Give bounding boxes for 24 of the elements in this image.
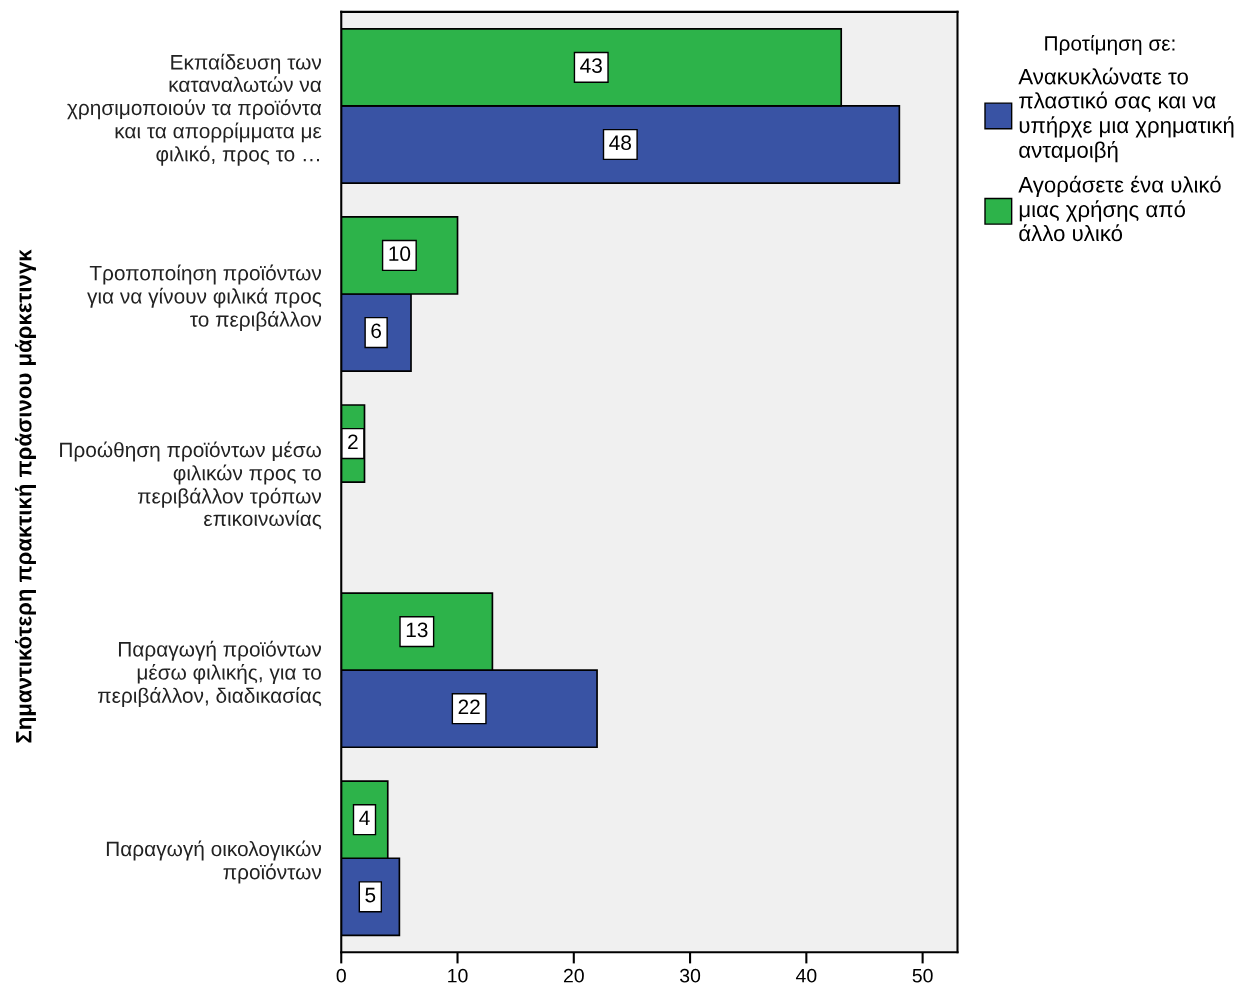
- data-label: 5: [365, 887, 376, 903]
- x-tick-label: 30: [680, 968, 701, 983]
- data-label: 22: [458, 699, 480, 715]
- legend-label: Αγοράσετε ένα υλικό μιας χρήσης από άλλο υλικό: [1018, 175, 1221, 242]
- data-label: 6: [371, 323, 382, 339]
- y-tick-label: Παραγωγή προϊόντων μέσω φιλικής, για το περιβάλλον, διαδικασίας: [98, 640, 322, 708]
- data-label: 2: [348, 434, 358, 449]
- data-label: 48: [609, 135, 631, 151]
- legend-title: Προτίμηση σε:: [1045, 34, 1175, 55]
- x-tick-label: 0: [336, 968, 346, 983]
- y-tick-label: Προώθηση προϊόντων μέσω φιλικών προς το περιβάλλον τρόπων επικοινωνίας: [60, 441, 322, 530]
- x-tick-label: 10: [448, 968, 468, 983]
- data-label: 43: [580, 58, 602, 73]
- y-tick-label: Εκπαίδευση των καταναλωτών να χρησιμοποιούν τα προϊόντα και τα απορρίμματα με φιλικό, προς το …: [67, 53, 322, 166]
- data-label: 13: [406, 622, 428, 638]
- data-label: 4: [359, 810, 370, 826]
- y-axis-title: Σημαντικότερη πρακτική πράσινου μάρκετινγκ: [15, 249, 36, 743]
- y-tick-label: Παραγωγή οικολογικών προϊόντων: [106, 840, 322, 884]
- data-label: 10: [389, 246, 411, 262]
- y-tick-label: Τροποποίηση προϊόντων για να γίνουν φιλικά προς το περιβάλλον: [87, 264, 322, 331]
- x-tick-label: 40: [795, 968, 817, 983]
- legend-label: Ανακυκλώνατε το πλαστικό σας και να υπήρχε μια χρηματική ανταμοιβή: [1018, 67, 1234, 163]
- x-tick-label: 20: [563, 968, 584, 983]
- x-tick-label: 50: [912, 968, 933, 983]
